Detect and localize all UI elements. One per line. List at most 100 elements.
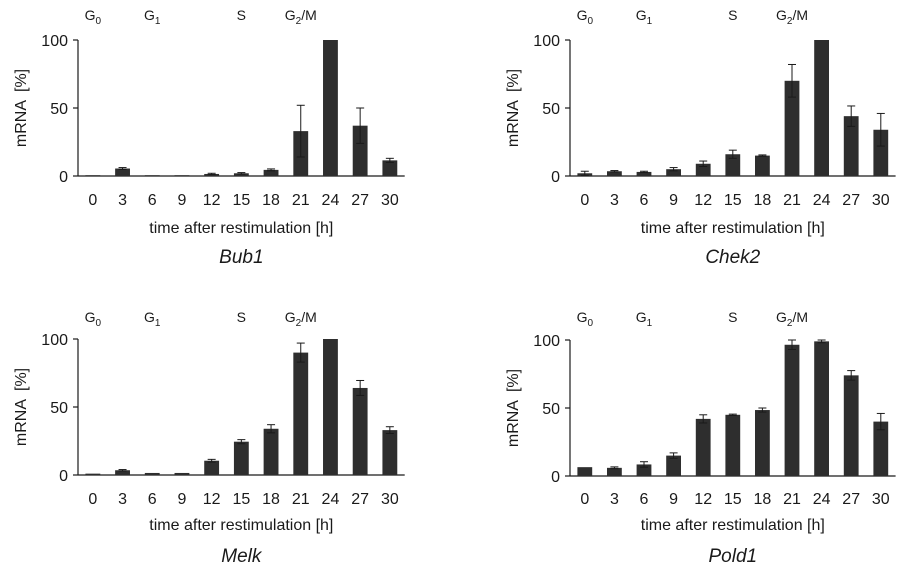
phase-label: G1 [636,309,653,329]
bar-9h [666,455,681,476]
x-tick-label: 21 [292,491,310,508]
error-bar-18h [758,407,767,413]
phase-label: G1 [144,309,161,329]
x-tick-label: 27 [351,491,369,508]
bar-18h [263,428,279,475]
error-bar-9h [669,167,678,172]
gene-label: Melk [221,546,263,567]
phase-label: G1 [144,7,161,27]
x-axis-title: time after restimulation [h] [641,220,825,237]
x-tick-label: 12 [694,192,712,209]
phase-label: G2/M [776,309,808,329]
x-tick-label: 21 [292,192,310,209]
gene-label: Bub1 [219,247,263,268]
error-bar-6h [640,461,648,468]
error-bar-24h [817,339,826,344]
error-bar-12h [699,414,708,424]
error-bar-15h [728,149,737,159]
y-tick-label: 50 [50,101,68,118]
x-tick-label: 30 [381,491,399,508]
bar-3h [607,467,622,476]
phase-label: G2/M [285,7,317,27]
x-tick-label: 9 [177,491,186,508]
y-axis-title: mRNA [%] [13,69,30,147]
bar-3h [115,168,130,176]
bar-0h [85,175,101,176]
x-tick-label: 3 [610,491,619,508]
y-tick-label: 100 [533,33,560,50]
bar-12h [204,460,220,475]
phase-label: G2/M [285,309,317,329]
error-bar-3h [610,170,619,173]
y-tick-label: 0 [551,469,560,486]
y-axis-title: mRNA [%] [13,368,30,446]
y-tick-label: 100 [41,33,68,50]
x-axis-title: time after restimulation [h] [641,517,825,534]
x-tick-label: 3 [118,192,127,209]
panel-melk: 0 50 100 0 3 6 9 12 15 18 21 24 27 30 time after resti… [13,309,405,567]
x-tick-label: 6 [148,491,157,508]
x-tick-label: 30 [872,192,890,209]
bar-6h [636,464,652,476]
y-tick-label: 50 [542,401,560,418]
x-tick-label: 3 [118,491,127,508]
error-bar-18h [267,424,276,434]
x-tick-label: 6 [640,192,649,209]
x-tick-label: 21 [783,192,801,209]
x-tick-label: 24 [322,491,340,508]
x-tick-label: 0 [88,192,97,209]
x-tick-label: 18 [754,192,772,209]
bar-15h [233,173,249,176]
bar-3h [115,470,130,475]
phase-label: G0 [85,7,102,27]
error-bar-21h [788,339,796,351]
y-tick-label: 0 [59,169,68,186]
bar-6h [144,175,160,176]
error-bar-12h [207,172,216,176]
x-tick-label: 24 [813,491,831,508]
panel-pold1: 0 50 100 0 3 6 9 12 15 18 21 24 27 30 time after resti… [505,309,896,567]
bar-6h [636,171,652,176]
gene-label: Pold1 [708,546,757,567]
y-tick-label: 100 [533,333,560,350]
x-tick-label: 9 [669,192,678,209]
bar-9h [174,472,190,475]
x-tick-label: 24 [813,192,831,209]
phase-label: G0 [577,309,594,329]
bar-18h [263,169,279,176]
phase-label: G0 [577,7,594,27]
bar-30h [382,160,398,176]
error-bar-15h [237,439,246,445]
x-tick-label: 6 [640,491,649,508]
error-bar-18h [758,154,767,157]
y-axis-title: mRNA [%] [505,369,522,447]
bar-15h [725,154,741,176]
error-bar-18h [267,168,276,172]
bar-3h [607,171,622,176]
panel-bub1: 0 50 100 0 3 6 9 12 15 18 21 24 27 30 time after resti… [13,7,405,268]
x-tick-label: 27 [351,192,369,209]
bar-9h [174,175,190,176]
error-bar-27h [356,107,365,144]
error-bar-27h [847,370,856,381]
x-tick-label: 12 [203,192,221,209]
error-bar-30h [876,412,885,431]
bar-21h [784,344,800,476]
error-bar-12h [699,160,708,167]
x-tick-label: 18 [754,491,772,508]
x-tick-label: 15 [232,491,250,508]
bar-24h [323,40,338,176]
bar-27h [352,387,368,475]
error-bar-21h [296,342,305,363]
error-bar-30h [876,112,885,147]
x-tick-label: 0 [88,491,97,508]
y-tick-label: 50 [50,400,68,417]
y-tick-label: 100 [41,332,68,349]
error-bar-27h [847,105,856,127]
bar-27h [843,375,859,476]
error-bar-21h [296,104,305,158]
error-bar-3h [118,167,127,170]
bar-30h [873,421,889,476]
x-tick-label: 3 [610,192,619,209]
